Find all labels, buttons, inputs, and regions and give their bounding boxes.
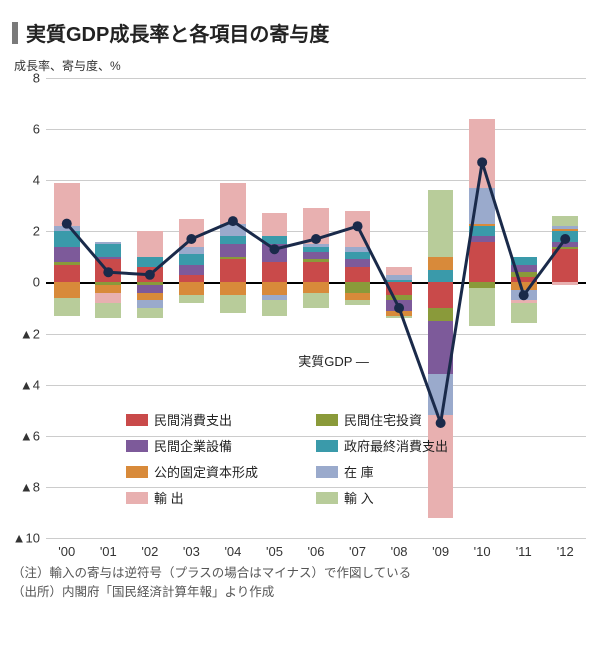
gdp-point [311,234,321,244]
gdp-point [186,234,196,244]
gdp-point [477,157,487,167]
legend-swatch [316,440,338,452]
gdp-point [394,303,404,313]
legend-item: 公的固定資本形成 [126,462,258,481]
x-tick-label: '07 [349,538,366,559]
legend-swatch [126,466,148,478]
legend-item: 政府最終消費支出 [316,436,448,455]
legend-item: 輸 入 [316,488,374,507]
legend-swatch [126,414,148,426]
x-tick-label: '04 [224,538,241,559]
y-tick-label: ▲8 [20,479,46,494]
legend-item: 民間消費支出 [126,410,232,429]
legend-label: 輸 出 [154,488,184,507]
x-tick-label: '03 [183,538,200,559]
title-row: 実質GDP成長率と各項目の寄与度 [12,18,588,47]
legend-swatch [316,466,338,478]
x-tick-label: '10 [474,538,491,559]
y-axis-label: 成長率、寄与度、% [14,57,588,74]
legend-label: 民間住宅投資 [344,410,422,429]
legend-item: 民間企業設備 [126,436,232,455]
y-tick-label: ▲2 [20,326,46,341]
y-tick-label: 4 [33,173,46,188]
gdp-line [67,162,565,423]
legend-swatch [316,414,338,426]
legend-label: 輸 入 [344,488,374,507]
legend-swatch [126,440,148,452]
legend-label: 公的固定資本形成 [154,462,258,481]
y-tick-label: 6 [33,122,46,137]
chart-title: 実質GDP成長率と各項目の寄与度 [26,18,329,47]
legend-swatch [126,492,148,504]
x-tick-label: '00 [58,538,75,559]
gdp-point [560,234,570,244]
chart-area: ▲10▲8▲6▲4▲202468'00'01'02'03'04'05'06'07… [46,78,586,538]
x-tick-label: '08 [391,538,408,559]
note-line: （出所）内閣府「国民経済計算年報」より作成 [12,583,588,602]
legend-label: 民間企業設備 [154,436,232,455]
x-tick-label: '09 [432,538,449,559]
gdp-point [228,216,238,226]
legend-label: 在 庫 [344,462,374,481]
y-tick-label: ▲6 [20,428,46,443]
x-tick-label: '11 [516,538,532,559]
gdp-point [103,267,113,277]
y-tick-label: ▲10 [13,531,46,546]
gdp-point [353,221,363,231]
x-tick-label: '05 [266,538,283,559]
title-accent-bar [12,22,18,44]
x-tick-label: '06 [308,538,325,559]
gdp-point [269,244,279,254]
x-tick-label: '12 [557,538,574,559]
y-tick-label: 0 [33,275,46,290]
gdp-point [62,219,72,229]
x-tick-label: '01 [100,538,117,559]
note-line: （注）輸入の寄与は逆符号（プラスの場合はマイナス）で作図している [12,564,588,583]
y-tick-label: 2 [33,224,46,239]
legend-swatch [316,492,338,504]
y-tick-label: ▲4 [20,377,46,392]
gdp-point [436,418,446,428]
legend-label: 政府最終消費支出 [344,436,448,455]
chart-notes: （注）輸入の寄与は逆符号（プラスの場合はマイナス）で作図している （出所）内閣府… [12,564,588,602]
line-annotation: 実質GDP ― [298,351,369,370]
gdp-point [145,270,155,280]
legend-label: 民間消費支出 [154,410,232,429]
x-tick-label: '02 [141,538,158,559]
legend-item: 輸 出 [126,488,184,507]
gdp-point [519,290,529,300]
y-tick-label: 8 [33,71,46,86]
legend-item: 民間住宅投資 [316,410,422,429]
legend-item: 在 庫 [316,462,374,481]
